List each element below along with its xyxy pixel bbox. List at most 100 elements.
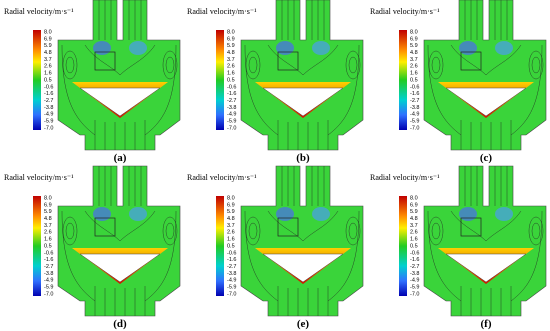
colorbar-tick: -1.6	[44, 257, 53, 263]
colorbar-tick: -4.9	[44, 278, 53, 284]
colorbar-tick: -0.6	[227, 250, 236, 256]
panel: Radial velocity/m·s⁻¹ 8.06.95.94.83.72.61…	[4, 0, 181, 164]
colorbar-tick: 2.6	[44, 230, 52, 236]
colorbar-tick: 4.8	[227, 50, 235, 56]
panel-title: Radial velocity/m·s⁻¹	[187, 173, 257, 182]
colorbar-tick: -7.0	[227, 125, 236, 131]
colorbar-tick: 6.9	[410, 202, 418, 208]
colorbar-tick: 3.7	[410, 57, 418, 63]
flow-field	[240, 165, 364, 317]
colorbar-tick: 3.7	[410, 223, 418, 229]
panel-label: (d)	[113, 318, 127, 330]
colorbar-tick: 1.6	[227, 237, 235, 243]
colorbar-tick: 2.6	[227, 64, 235, 70]
colorbar-tick: -0.6	[410, 84, 419, 90]
colorbar-tick: -5.9	[44, 285, 53, 291]
colorbar-tick: -1.6	[227, 91, 236, 97]
colorbar-tick: -0.6	[44, 84, 53, 90]
colorbar-tick: -5.9	[227, 119, 236, 125]
colorbar-tick: 8.0	[44, 195, 52, 201]
colorbar-tick: 2.6	[410, 230, 418, 236]
colorbar-tick: -4.9	[227, 278, 236, 284]
colorbar-tick: -4.9	[227, 112, 236, 118]
colorbar-tick: 0.5	[227, 243, 235, 249]
panel-title: Radial velocity/m·s⁻¹	[370, 7, 440, 16]
colorbar-tick: 0.5	[410, 243, 418, 249]
colorbar-tick: -1.6	[44, 91, 53, 97]
colorbar-tick: -5.9	[227, 285, 236, 291]
flow-field	[57, 0, 181, 151]
panel-title: Radial velocity/m·s⁻¹	[4, 7, 74, 16]
panel-label: (a)	[114, 152, 127, 164]
colorbar-tick: -4.9	[410, 112, 419, 118]
panel-title: Radial velocity/m·s⁻¹	[187, 7, 257, 16]
colorbar-tick: 3.7	[44, 223, 52, 229]
panel-label: (e)	[297, 318, 310, 330]
colorbar-tick: 4.8	[44, 50, 52, 56]
colorbar-tick: -3.8	[227, 271, 236, 277]
colorbar	[216, 30, 224, 130]
colorbar-tick: -3.8	[44, 271, 53, 277]
colorbar-tick: -7.0	[44, 125, 53, 131]
colorbar-tick: -5.9	[410, 285, 419, 291]
colorbar-tick: -2.7	[227, 264, 236, 270]
colorbar-tick: 6.9	[227, 36, 235, 42]
colorbar-tick: 3.7	[227, 223, 235, 229]
colorbar-tick: -0.6	[227, 84, 236, 90]
colorbar-tick: 8.0	[410, 29, 418, 35]
panel: Radial velocity/m·s⁻¹ 8.06.95.94.83.72.61…	[187, 0, 364, 164]
colorbar-tick: 8.0	[410, 195, 418, 201]
colorbar-tick: -1.6	[227, 257, 236, 263]
colorbar-tick: 5.9	[227, 43, 235, 49]
colorbar-tick: 2.6	[44, 64, 52, 70]
colorbar-tick: -7.0	[410, 291, 419, 297]
colorbar-tick: -7.0	[44, 291, 53, 297]
colorbar-tick: -1.6	[410, 91, 419, 97]
flow-field	[57, 165, 181, 317]
flow-field	[240, 0, 364, 151]
colorbar-tick: 8.0	[227, 195, 235, 201]
colorbar	[399, 196, 407, 296]
panel-title: Radial velocity/m·s⁻¹	[370, 173, 440, 182]
colorbar-tick: 4.8	[410, 50, 418, 56]
panel: Radial velocity/m·s⁻¹ 8.06.95.94.83.72.61…	[4, 165, 181, 330]
colorbar-tick: 1.6	[44, 237, 52, 243]
colorbar-tick: 3.7	[44, 57, 52, 63]
colorbar-tick: -2.7	[227, 98, 236, 104]
colorbar-tick: 0.5	[44, 243, 52, 249]
colorbar-tick: 0.5	[44, 77, 52, 83]
colorbar-tick: -3.8	[227, 105, 236, 111]
panel-title: Radial velocity/m·s⁻¹	[4, 173, 74, 182]
colorbar-tick: 8.0	[227, 29, 235, 35]
colorbar-tick: 8.0	[44, 29, 52, 35]
colorbar-tick: 5.9	[227, 209, 235, 215]
colorbar	[399, 30, 407, 130]
colorbar-tick: -5.9	[44, 119, 53, 125]
panel-label: (f)	[481, 318, 492, 330]
colorbar-tick: 6.9	[410, 36, 418, 42]
colorbar-tick: -3.8	[44, 105, 53, 111]
colorbar-tick: 5.9	[410, 209, 418, 215]
panel: Radial velocity/m·s⁻¹ 8.06.95.94.83.72.61…	[187, 165, 364, 330]
colorbar-tick: 5.9	[44, 43, 52, 49]
colorbar-tick: -4.9	[44, 112, 53, 118]
colorbar-tick: 1.6	[410, 71, 418, 77]
colorbar-tick: 6.9	[44, 202, 52, 208]
colorbar-tick: -1.6	[410, 257, 419, 263]
colorbar-tick: -7.0	[410, 125, 419, 131]
colorbar-tick: 4.8	[410, 216, 418, 222]
panel: Radial velocity/m·s⁻¹ 8.06.95.94.83.72.61…	[370, 0, 547, 164]
colorbar-tick: -2.7	[410, 98, 419, 104]
colorbar-tick: 2.6	[410, 64, 418, 70]
flow-field	[423, 0, 547, 151]
colorbar-tick: -3.8	[410, 105, 419, 111]
colorbar-tick: 1.6	[410, 237, 418, 243]
colorbar-tick: 4.8	[227, 216, 235, 222]
panel-label: (b)	[296, 152, 310, 164]
colorbar-tick: 5.9	[44, 209, 52, 215]
panel: Radial velocity/m·s⁻¹ 8.06.95.94.83.72.61…	[370, 165, 547, 330]
colorbar-tick: -4.9	[410, 278, 419, 284]
colorbar-tick: -2.7	[410, 264, 419, 270]
colorbar-tick: -2.7	[44, 98, 53, 104]
